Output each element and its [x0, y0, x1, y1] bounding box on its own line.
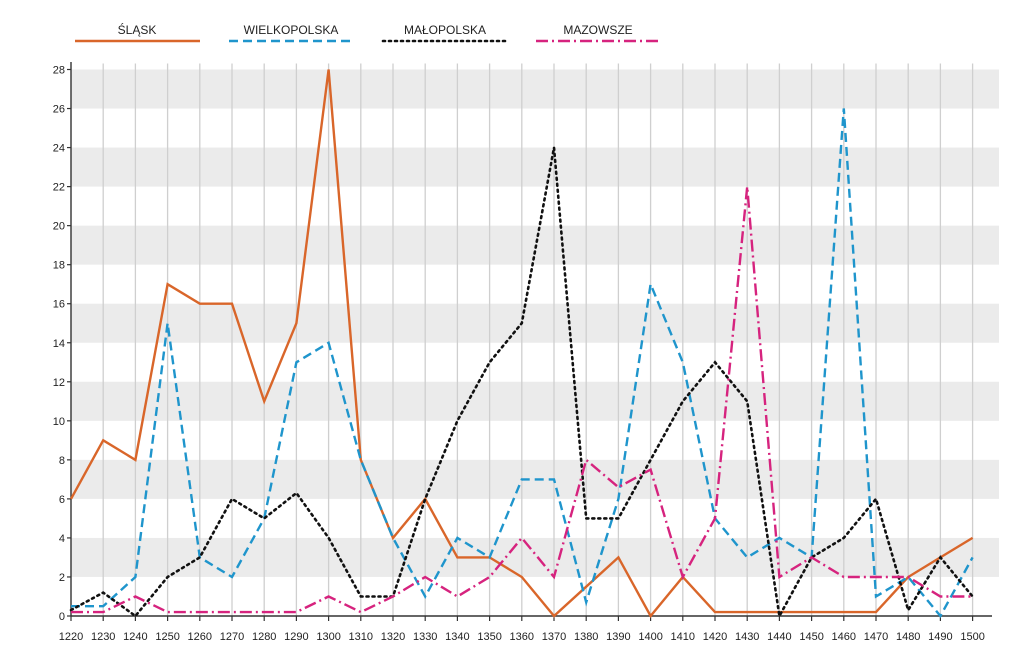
y-tick-label: 28	[53, 65, 65, 77]
y-tick-label: 12	[53, 377, 65, 389]
x-tick-label: 1430	[735, 631, 759, 643]
legend-label-4: MAZOWSZE	[563, 23, 632, 37]
x-tick-label: 1240	[123, 631, 147, 643]
vertical-grid	[102, 63, 974, 616]
x-tick-label: 1440	[767, 631, 791, 643]
x-tick-label: 1420	[703, 631, 727, 643]
x-tick-label: 1360	[510, 631, 534, 643]
x-tick-label: 1270	[220, 631, 244, 643]
legend-label-1: ŚLĄSK	[118, 22, 157, 37]
band	[71, 381, 999, 421]
x-tick-label: 1400	[638, 631, 662, 643]
x-tick-label: 1480	[896, 631, 920, 643]
series-line-3	[69, 147, 974, 621]
x-tick-label: 1250	[155, 631, 179, 643]
x-tick-label: 1380	[574, 631, 598, 643]
x-tick-label: 1470	[864, 631, 888, 643]
y-tick-label: 10	[53, 416, 65, 428]
band	[71, 69, 999, 109]
y-tick-label: 6	[59, 494, 65, 506]
x-tick-label: 1490	[928, 631, 952, 643]
background-bands	[71, 69, 999, 577]
y-tick-label: 8	[59, 455, 65, 467]
series-line-2	[71, 108, 974, 619]
x-tick-label: 1320	[381, 631, 405, 643]
y-tick-label: 16	[53, 299, 65, 311]
x-tick-label: 1230	[91, 631, 115, 643]
legend-label-2: WIELKOPOLSKA	[244, 23, 339, 37]
x-tick-label: 1450	[799, 631, 823, 643]
x-tick-label: 1370	[542, 631, 566, 643]
series-line-1	[69, 69, 974, 619]
x-tick-label: 1280	[252, 631, 276, 643]
y-tick-label: 22	[53, 182, 65, 194]
x-tick-label: 1460	[832, 631, 856, 643]
series-line-4	[71, 186, 973, 614]
x-tick-label: 1500	[960, 631, 984, 643]
y-tick-label: 14	[53, 338, 65, 350]
x-tick-label: 1390	[606, 631, 630, 643]
series-lines	[69, 69, 974, 621]
x-tick-label: 1290	[284, 631, 308, 643]
axes	[70, 62, 992, 617]
x-tick-label: 1410	[671, 631, 695, 643]
band	[71, 537, 999, 577]
y-tick-label: 18	[53, 260, 65, 272]
x-tick-label: 1340	[445, 631, 469, 643]
legend-label-3: MAŁOPOLSKA	[404, 23, 486, 37]
legend: ŚLĄSK WIELKOPOLSKA MAŁOPOLSKA MAZOWSZE	[75, 22, 661, 43]
x-tick-label: 1220	[59, 631, 83, 643]
band	[71, 147, 999, 187]
x-tick-label: 1350	[477, 631, 501, 643]
x-axis-ticks: 1220 1230 1240 1250 1260 1270 1280 1290 1300 1310…	[59, 616, 985, 643]
x-tick-label: 1310	[349, 631, 373, 643]
y-tick-label: 4	[59, 533, 65, 545]
y-tick-label: 26	[53, 104, 65, 116]
x-tick-label: 1300	[316, 631, 340, 643]
y-tick-label: 24	[53, 143, 65, 155]
y-tick-label: 20	[53, 221, 65, 233]
x-tick-label: 1260	[188, 631, 212, 643]
y-tick-label: 0	[59, 611, 65, 623]
x-tick-label: 1330	[413, 631, 437, 643]
y-tick-label: 2	[59, 572, 65, 584]
